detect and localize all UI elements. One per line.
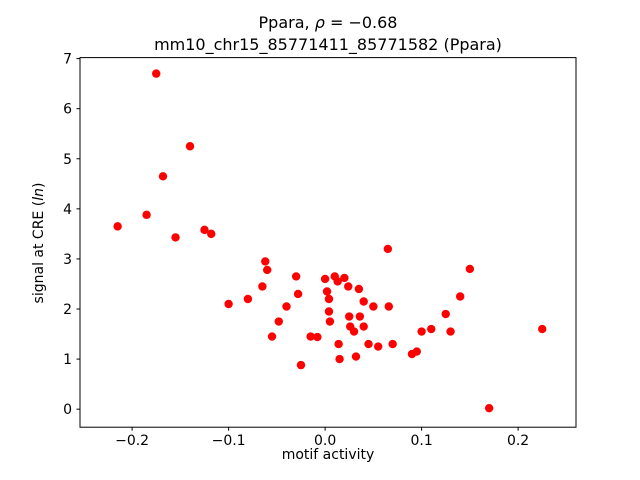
data-point (291, 272, 301, 281)
data-point (384, 302, 393, 311)
data-point (427, 324, 436, 334)
data-point (446, 327, 455, 336)
data-point (355, 312, 365, 321)
data-point (340, 273, 349, 283)
x-axis-label: motif activity (281, 447, 375, 463)
data-point (293, 289, 303, 299)
title-line-2: mm10_chr15_85771411_85771582 (Ppara) (154, 35, 502, 54)
data-point (538, 324, 547, 334)
data-point (306, 332, 315, 341)
data-point (465, 264, 475, 274)
data-point (142, 210, 151, 220)
data-point (324, 307, 334, 316)
data-point (351, 352, 361, 361)
data-point (322, 287, 332, 296)
chart-title: Ppara, ρ = −0.68 mm10_chr15_85771411_857… (80, 12, 576, 56)
axes-frame (79, 57, 577, 428)
y-tick-label: 6 (63, 102, 72, 118)
data-point (388, 339, 397, 349)
data-point (152, 69, 161, 78)
data-point (344, 282, 353, 291)
y-tick-label: 7 (63, 52, 72, 68)
data-point (335, 354, 344, 364)
data-point (258, 282, 267, 291)
y-tick-label: 2 (63, 302, 72, 318)
title-rho-symbol: ρ (314, 13, 325, 32)
data-point (113, 222, 122, 231)
data-point (171, 233, 180, 242)
y-tick-label: 3 (63, 252, 72, 268)
data-point (359, 322, 368, 331)
data-point (349, 327, 359, 336)
data-point (354, 284, 364, 294)
x-tick-label: 0.1 (410, 433, 432, 449)
data-point (313, 332, 322, 342)
title-correlation-value: = −0.68 (324, 13, 398, 32)
data-point (333, 277, 342, 286)
data-point (261, 257, 270, 266)
data-point (359, 297, 368, 306)
data-point (207, 229, 216, 239)
data-point (274, 317, 283, 326)
data-point (373, 342, 383, 351)
data-point (383, 244, 393, 254)
data-point (456, 292, 465, 301)
x-tick-label: −0.1 (212, 433, 246, 449)
y-tick-label: 4 (63, 202, 72, 218)
data-point (296, 360, 306, 370)
y-tick-label: 5 (63, 152, 72, 168)
x-tick-label: 0.2 (507, 433, 529, 449)
data-point (267, 332, 277, 341)
data-point (320, 274, 330, 284)
data-point (158, 172, 168, 181)
data-point (412, 347, 421, 356)
data-point (345, 312, 354, 321)
x-tick-label: −0.2 (115, 433, 149, 449)
data-point (224, 299, 233, 309)
data-point (484, 403, 494, 413)
title-prefix: Ppara, (258, 13, 315, 32)
data-point (263, 265, 272, 275)
y-tick-label: 0 (63, 402, 72, 418)
data-point (185, 142, 195, 151)
title-line-1: Ppara, ρ = −0.68 (80, 12, 576, 34)
data-point (324, 294, 334, 304)
data-point (417, 327, 426, 336)
data-point (325, 317, 335, 326)
data-point (200, 225, 209, 235)
x-tick-label: 0.0 (314, 433, 336, 449)
y-tick-label: 1 (63, 352, 72, 368)
data-point (243, 294, 253, 304)
data-point (369, 302, 378, 311)
data-point (364, 339, 373, 349)
data-point (334, 339, 343, 349)
data-point (441, 309, 450, 319)
data-point (282, 302, 291, 311)
